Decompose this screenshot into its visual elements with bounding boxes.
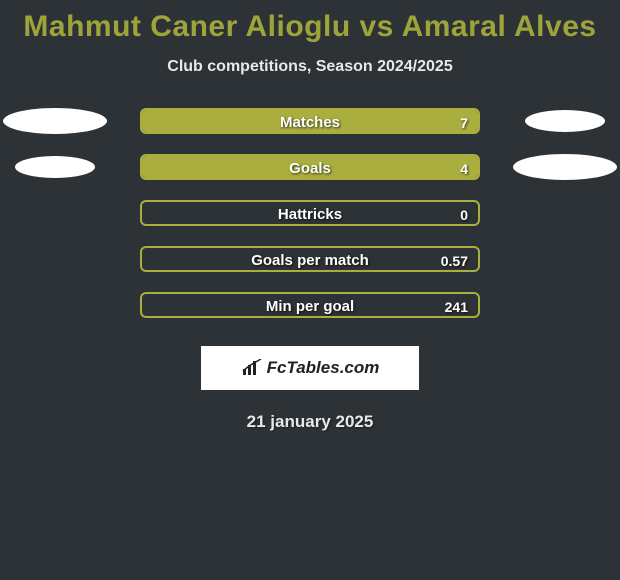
- stat-row: Goals per match0.57: [0, 246, 620, 272]
- stat-bar: Goals per match0.57: [140, 246, 480, 272]
- logo-box: FcTables.com: [201, 346, 419, 390]
- stat-row: Matches7: [0, 108, 620, 134]
- stat-left-side: [0, 108, 110, 134]
- stats-container: Matches7Goals4Hattricks0Goals per match0…: [0, 108, 620, 318]
- date-text: 21 january 2025: [0, 412, 620, 432]
- stat-bar: Hattricks0: [140, 200, 480, 226]
- subtitle: Club competitions, Season 2024/2025: [0, 58, 620, 76]
- player-marker-right: [525, 110, 605, 132]
- stat-value: 0: [460, 202, 468, 226]
- stat-value: 4: [460, 156, 468, 180]
- player-marker-left: [15, 156, 95, 178]
- stat-value: 241: [445, 294, 468, 318]
- stat-bar: Min per goal241: [140, 292, 480, 318]
- stat-bar: Matches7: [140, 108, 480, 134]
- stat-row: Goals4: [0, 154, 620, 180]
- stat-label: Min per goal: [142, 294, 478, 318]
- stat-value: 7: [460, 110, 468, 134]
- stat-bar: Goals4: [140, 154, 480, 180]
- player-marker-left: [3, 108, 107, 134]
- stat-right-side: [510, 110, 620, 132]
- stat-label: Matches: [142, 110, 478, 134]
- stat-row: Min per goal241: [0, 292, 620, 318]
- page-root: Mahmut Caner Alioglu vs Amaral Alves Clu…: [0, 0, 620, 580]
- logo-text: FcTables.com: [267, 358, 380, 378]
- stat-label: Hattricks: [142, 202, 478, 226]
- player-marker-right: [513, 154, 617, 180]
- stat-value: 0.57: [441, 248, 468, 272]
- stat-row: Hattricks0: [0, 200, 620, 226]
- stat-label: Goals: [142, 156, 478, 180]
- page-title: Mahmut Caner Alioglu vs Amaral Alves: [0, 0, 620, 44]
- bar-chart-icon: [241, 359, 263, 377]
- stat-left-side: [0, 156, 110, 178]
- stat-label: Goals per match: [142, 248, 478, 272]
- stat-right-side: [510, 154, 620, 180]
